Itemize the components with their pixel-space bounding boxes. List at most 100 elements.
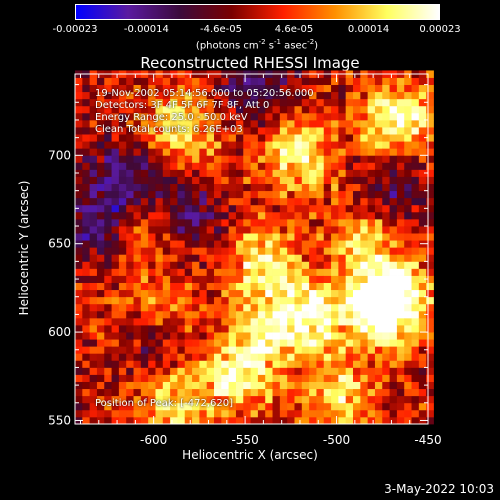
heatmap-cell	[382, 296, 390, 305]
heatmap-cell	[96, 275, 105, 283]
heatmap-cell	[177, 325, 186, 333]
heatmap-cell	[89, 112, 98, 121]
heatmap-cell	[133, 84, 142, 93]
heatmap-cell	[426, 211, 434, 220]
heatmap-cell	[418, 303, 427, 312]
heatmap-cell	[367, 127, 376, 135]
footer-date: 3-May-2022 10:03	[384, 482, 494, 496]
heatmap-cell	[192, 134, 200, 142]
heatmap-cell	[111, 332, 120, 340]
heatmap-cell	[192, 381, 200, 390]
heatmap-cell	[177, 240, 186, 248]
heatmap-cell	[155, 197, 164, 206]
heatmap-cell	[162, 303, 171, 312]
heatmap-cell	[374, 127, 383, 135]
heatmap-cell	[75, 374, 83, 382]
heatmap-cell	[104, 218, 112, 227]
heatmap-cell	[235, 183, 244, 192]
heatmap-cell	[228, 261, 237, 269]
heatmap-cell	[316, 119, 325, 128]
heatmap-cell	[404, 346, 412, 354]
heatmap-cell	[140, 204, 149, 213]
heatmap-cell	[75, 190, 83, 199]
heatmap-cell	[404, 289, 412, 298]
heatmap-cell	[426, 360, 434, 368]
heatmap-cell	[177, 303, 186, 312]
heatmap-cell	[177, 190, 186, 199]
heatmap-cell	[243, 134, 251, 142]
heatmap-cell	[265, 367, 273, 375]
heatmap-cell	[367, 261, 376, 269]
heatmap-cell	[126, 332, 134, 340]
heatmap-cell	[155, 211, 164, 220]
heatmap-cell	[199, 169, 208, 177]
heatmap-cell	[89, 183, 98, 192]
colorbar-tick-label: 4.6e-05	[274, 24, 314, 35]
heatmap-cell	[411, 218, 420, 227]
heatmap-cell	[338, 183, 347, 192]
heatmap-cell	[89, 226, 98, 234]
heatmap-cell	[360, 134, 369, 142]
heatmap-cell	[323, 395, 332, 404]
heatmap-cell	[257, 416, 266, 425]
heatmap-cell	[206, 91, 215, 100]
heatmap-cell	[411, 112, 420, 121]
heatmap-cell	[360, 148, 369, 156]
annotation-time-range: 19-Nov-2002 05:14:56.000 to 05:20:56.000	[95, 88, 314, 99]
heatmap-cell	[148, 98, 156, 107]
heatmap-cell	[111, 105, 120, 114]
heatmap-cell	[265, 204, 273, 213]
heatmap-cell	[162, 218, 171, 227]
heatmap-cell	[272, 388, 281, 397]
heatmap-cell	[155, 127, 164, 135]
heatmap-cell	[426, 98, 434, 107]
heatmap-cell	[155, 402, 164, 411]
heatmap-cell	[353, 367, 361, 375]
heatmap-cell	[396, 310, 405, 319]
heatmap-cell	[316, 303, 325, 312]
heatmap-cell	[75, 148, 83, 156]
heatmap-cell	[287, 233, 295, 241]
heatmap-cell	[367, 282, 376, 291]
heatmap-cell	[184, 148, 193, 156]
heatmap-cell	[140, 134, 149, 142]
heatmap-cell	[323, 353, 332, 361]
heatmap-cell	[294, 296, 303, 305]
heatmap-cell	[396, 317, 405, 326]
heatmap-cell	[111, 367, 120, 375]
heatmap-cell	[265, 339, 273, 347]
heatmap-cell	[279, 240, 288, 248]
heatmap-cell	[418, 254, 427, 262]
heatmap-cell	[338, 332, 347, 340]
heatmap-cell	[360, 381, 369, 390]
heatmap-cell	[133, 98, 142, 107]
heatmap-cell	[177, 176, 186, 184]
heatmap-cell	[309, 402, 317, 411]
heatmap-cell	[184, 303, 193, 312]
heatmap-cell	[170, 84, 178, 93]
heatmap-cell	[331, 204, 339, 213]
heatmap-cell	[126, 395, 134, 404]
heatmap-cell	[243, 310, 251, 319]
heatmap-cell	[279, 416, 288, 425]
heatmap-cell	[257, 289, 266, 298]
heatmap-cell	[140, 339, 149, 347]
heatmap-cell	[170, 303, 178, 312]
heatmap-cell	[82, 339, 91, 347]
heatmap-cell	[89, 325, 98, 333]
heatmap-cell	[272, 268, 281, 276]
heatmap-cell	[279, 105, 288, 114]
heatmap-cell	[345, 374, 354, 382]
heatmap-cell	[360, 211, 369, 220]
heatmap-cell	[96, 197, 105, 206]
heatmap-cell	[228, 240, 237, 248]
heatmap-cell	[396, 134, 405, 142]
heatmap-cell	[162, 388, 171, 397]
heatmap-cell	[360, 84, 369, 93]
heatmap-cell	[426, 77, 434, 86]
heatmap-cell	[126, 282, 134, 291]
heatmap-cell	[96, 176, 105, 184]
heatmap-cell	[192, 402, 200, 411]
heatmap-cell	[374, 317, 383, 326]
